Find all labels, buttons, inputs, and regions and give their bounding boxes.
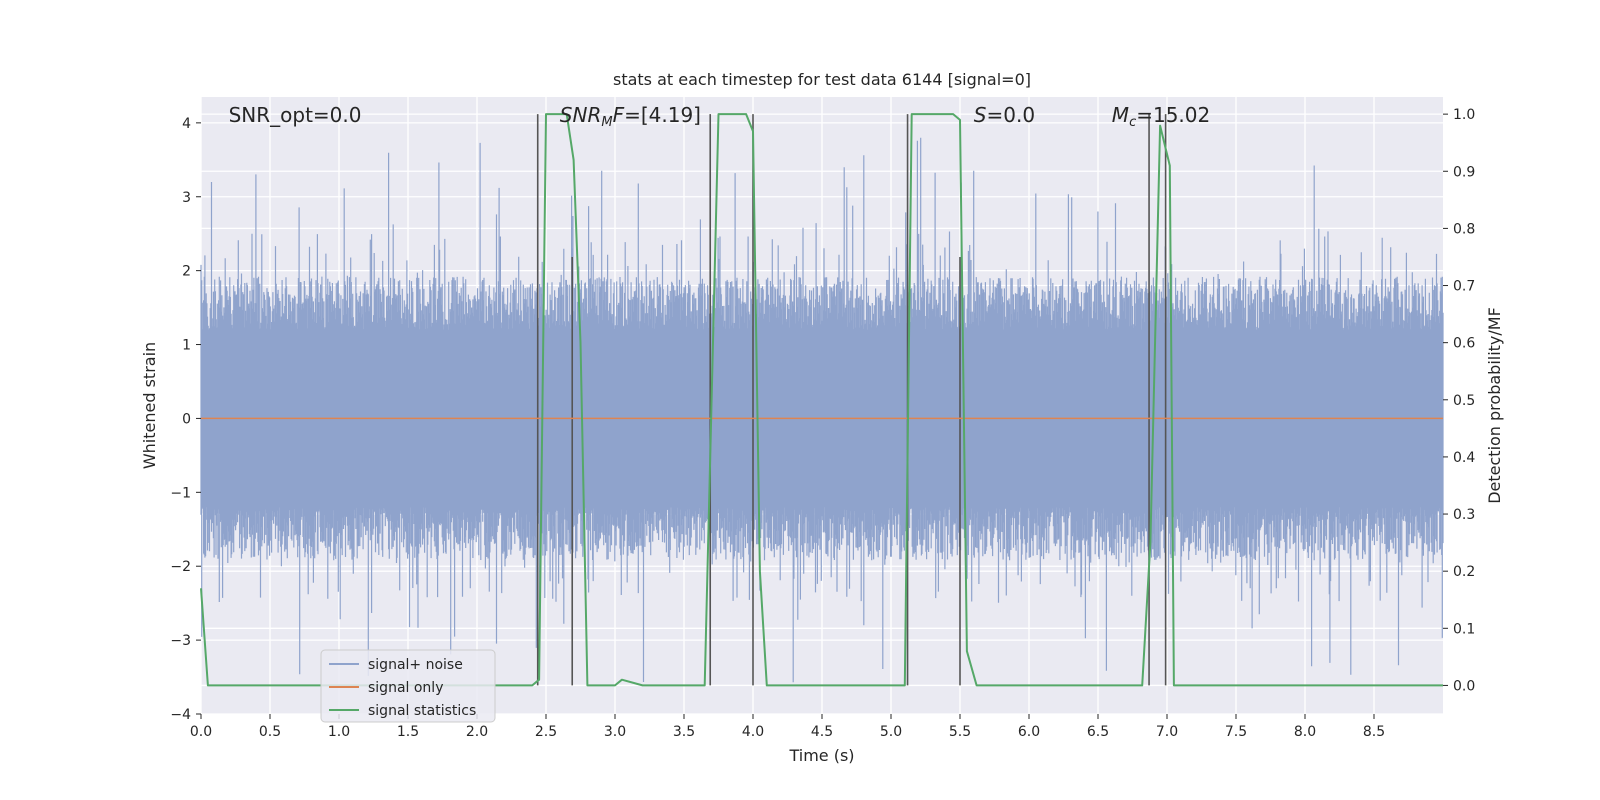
signal-statistics-line	[200, 113, 1443, 687]
x-tick-label: 0.0	[190, 724, 212, 740]
annotations: SNR_opt=0.0 SNRMF=[4.19] S=0.0 Mc=15.02	[229, 103, 1211, 130]
x-tick-label: 2.0	[466, 724, 488, 740]
annotation-label: SNRMF=[4.19]	[560, 103, 701, 130]
y-left-tick-label: −4	[170, 707, 191, 723]
x-tick-label: 3.0	[604, 724, 626, 740]
chart-title: stats at each timestep for test data 614…	[613, 70, 1031, 89]
x-tick-label: 5.0	[880, 724, 902, 740]
y-left-tick-label: 3	[182, 190, 191, 206]
x-tick-label: 3.5	[673, 724, 695, 740]
legend-label: signal+ noise	[368, 657, 463, 673]
y-left-tick-label: 0	[182, 411, 191, 427]
x-tick-label: 7.5	[1225, 724, 1247, 740]
y-right-tick-label: 0.4	[1453, 450, 1475, 466]
x-tick-label: 8.5	[1363, 724, 1385, 740]
x-axis-label: Time (s)	[788, 746, 854, 765]
x-tick-label: 7.0	[1156, 724, 1178, 740]
x-tick-label: 6.0	[1018, 724, 1040, 740]
y-left-tick-label: 2	[182, 264, 191, 280]
axes: 0.0 0.5 1.0 1.5 2.0 2.5 3.0 3.5 4.0 4.5 5.0 5.5 6.0 6…	[170, 107, 1475, 740]
x-tick-label: 5.5	[949, 724, 971, 740]
y-right-tick-label: 0.8	[1453, 221, 1475, 237]
y-right-tick-label: 0.5	[1453, 393, 1475, 409]
y-right-tick-label: 0.7	[1453, 279, 1475, 295]
annotation-label: Mc=15.02	[1112, 103, 1210, 130]
y-left-tick-label: −1	[170, 485, 191, 501]
annotation-label: SNR_opt=0.0	[229, 103, 362, 127]
legend-label: signal statistics	[368, 703, 476, 719]
legend-box	[320, 649, 496, 723]
y-left-tick-label: −2	[170, 559, 191, 575]
x-tick-label: 1.0	[328, 724, 350, 740]
y-right-tick-label: 0.1	[1453, 621, 1475, 637]
x-tick-label: 4.5	[811, 724, 833, 740]
y-right-tick-label: 0.2	[1453, 564, 1475, 580]
legend-label: signal only	[368, 680, 443, 696]
x-tick-label: 6.5	[1087, 724, 1109, 740]
y-right-tick-label: 0.6	[1453, 336, 1475, 352]
annotation-label: S=0.0	[974, 103, 1035, 127]
y-left-tick-label: 1	[182, 338, 191, 354]
y-right-tick-label: 0.9	[1453, 164, 1475, 180]
y-axis-right-label: Detection probability/MF	[1485, 307, 1504, 504]
x-tick-label: 8.0	[1294, 724, 1316, 740]
y-left-tick-label: 4	[182, 116, 191, 132]
y-right-tick-label: 0.3	[1453, 507, 1475, 523]
y-right-tick-label: 1.0	[1453, 107, 1475, 123]
line-series	[200, 113, 1443, 687]
x-tick-label: 4.0	[742, 724, 764, 740]
x-tick-label: 2.5	[535, 724, 557, 740]
x-tick-label: 1.5	[397, 724, 419, 740]
legend: signal+ noise signal only signal statistic…	[320, 649, 496, 723]
y-axis-left-label: Whitened strain	[140, 342, 159, 469]
y-right-tick-label: 0.0	[1453, 678, 1475, 694]
y-left-tick-label: −3	[170, 633, 191, 649]
x-tick-label: 0.5	[259, 724, 281, 740]
